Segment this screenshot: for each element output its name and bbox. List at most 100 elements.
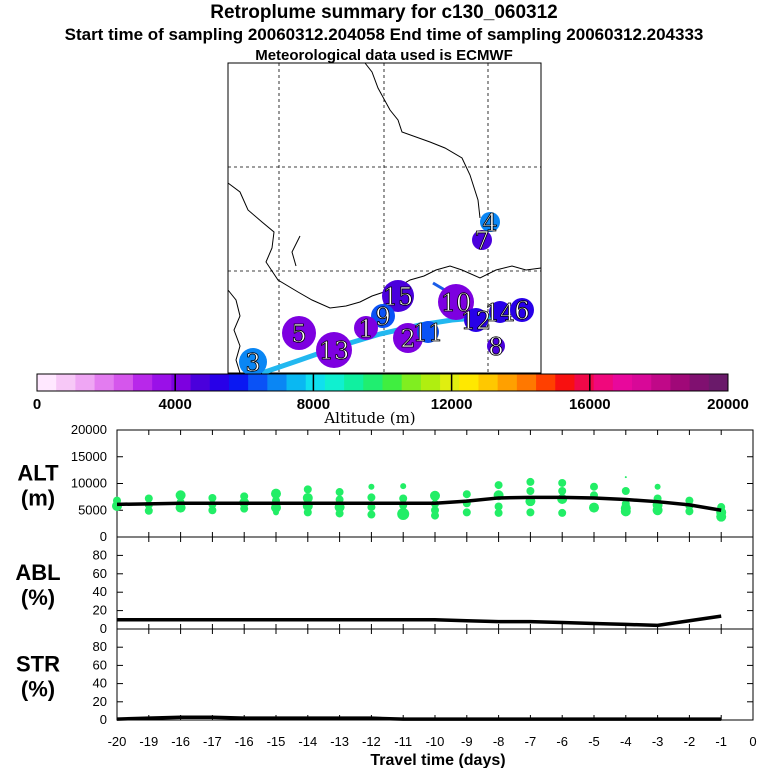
x-tick-label: -12: [362, 734, 381, 749]
cluster-label: 5: [291, 320, 306, 348]
cluster-circle: [489, 301, 511, 323]
x-tick-label: -8: [493, 734, 505, 749]
y-tick-label: 60: [93, 566, 107, 581]
cluster-circle: [487, 337, 505, 355]
y-tick-label: 20: [93, 603, 107, 618]
cluster-circle: [510, 298, 534, 322]
colorbar-swatch: [228, 374, 249, 391]
scatter-point: [400, 483, 407, 490]
scatter-point: [621, 486, 630, 495]
x-tick-label: -20: [108, 734, 127, 749]
y-axis-label: STR: [16, 652, 60, 677]
colorbar-swatch: [267, 374, 287, 391]
scatter-point: [526, 477, 535, 486]
colorbar-swatch: [593, 374, 614, 391]
cluster-label: 2: [400, 325, 415, 353]
colorbar-tick-label: 4000: [159, 396, 192, 413]
cluster-point: 5: [282, 316, 316, 350]
cluster-point: 13: [316, 332, 352, 368]
cluster-circle: [382, 280, 414, 312]
colorbar-tick-label: 0: [33, 396, 41, 413]
colorbar-swatch: [516, 374, 537, 391]
scatter-point: [654, 483, 661, 490]
cluster-circle: [438, 284, 474, 320]
scatter-point: [462, 508, 471, 517]
scatter-point: [208, 506, 217, 515]
colorbar-swatch: [612, 374, 633, 391]
colorbar-swatch: [363, 374, 383, 391]
colorbar-tick-label: 8000: [297, 396, 330, 413]
cluster-point: 11: [412, 319, 443, 348]
x-tick-label: -3: [652, 734, 664, 749]
scatter-point: [620, 506, 631, 517]
x-tick-label: -17: [203, 734, 222, 749]
colorbar-swatch: [113, 374, 134, 391]
colorbar-swatch: [497, 374, 518, 391]
scatter-point: [368, 483, 375, 490]
cluster-label: 9: [375, 303, 390, 331]
x-tick-label: -1: [715, 734, 727, 749]
colorbar-frame: [36, 373, 729, 392]
colorbar-swatch: [440, 374, 460, 391]
scatter-point: [494, 502, 503, 511]
cluster-point: 8: [487, 333, 505, 361]
x-axis-label: Travel time (days): [370, 752, 505, 768]
cluster-label: 1: [358, 315, 373, 343]
cluster-label: 3: [245, 349, 260, 377]
scatter-point: [208, 493, 217, 502]
cluster-label: 4: [482, 209, 497, 237]
x-tick-label: -16: [171, 734, 190, 749]
scatter-point: [397, 507, 410, 520]
colorbar-tick-label: 16000: [569, 396, 611, 413]
cluster-point: 7: [472, 227, 492, 255]
panel-frame: [116, 429, 754, 538]
y-tick-label: 0: [100, 529, 107, 544]
scatter-point: [367, 493, 376, 502]
cluster-circle: [464, 308, 488, 332]
x-tick-label: -7: [525, 734, 537, 749]
scatter-point: [273, 509, 279, 516]
scatter-point: [430, 490, 440, 501]
cluster-circle: [393, 323, 423, 353]
scatter-point: [589, 502, 599, 513]
cluster-circle: [354, 316, 378, 340]
series-line: [117, 614, 722, 628]
y-tick-label: 20000: [71, 422, 107, 437]
cluster-point: 1: [354, 315, 378, 343]
scatter-point: [335, 488, 344, 497]
scatter-point: [144, 506, 153, 515]
scatter-point: [271, 502, 281, 513]
colorbar-swatch: [478, 374, 499, 391]
cluster-point: 2: [393, 323, 423, 353]
y-axis-label-unit: (m): [21, 486, 55, 511]
y-tick-label: 0: [100, 621, 107, 636]
x-tick-label: -16: [235, 734, 254, 749]
scatter-point: [526, 486, 535, 495]
y-tick-label: 80: [93, 639, 107, 654]
colorbar-swatch: [401, 374, 422, 391]
colorbar-swatch: [171, 374, 191, 391]
x-tick-label: -5: [588, 734, 600, 749]
y-axis-label-unit: (%): [21, 677, 55, 702]
cluster-point: 12: [460, 307, 491, 336]
cluster-circle: [480, 212, 500, 232]
colorbar-axis-label: Altitude (m): [323, 409, 415, 427]
scatter-point: [494, 481, 503, 490]
coastlines: [227, 62, 542, 374]
colorbar-swatch: [459, 374, 479, 391]
x-tick-label: -9: [461, 734, 473, 749]
cluster-point: 4: [480, 209, 500, 237]
y-tick-label: 80: [93, 547, 107, 562]
y-axis-label: ABL: [15, 560, 60, 585]
scatter-point: [302, 492, 313, 503]
met-data-note: Meteorological data used is ECMWF: [255, 47, 513, 64]
colorbar-swatch: [132, 374, 153, 391]
y-tick-label: 0: [100, 712, 107, 727]
cluster-circle: [282, 316, 316, 350]
colorbar-swatch: [420, 374, 441, 391]
colorbar-swatch: [152, 374, 172, 391]
scatter-point: [462, 490, 471, 499]
y-tick-label: 40: [93, 584, 107, 599]
